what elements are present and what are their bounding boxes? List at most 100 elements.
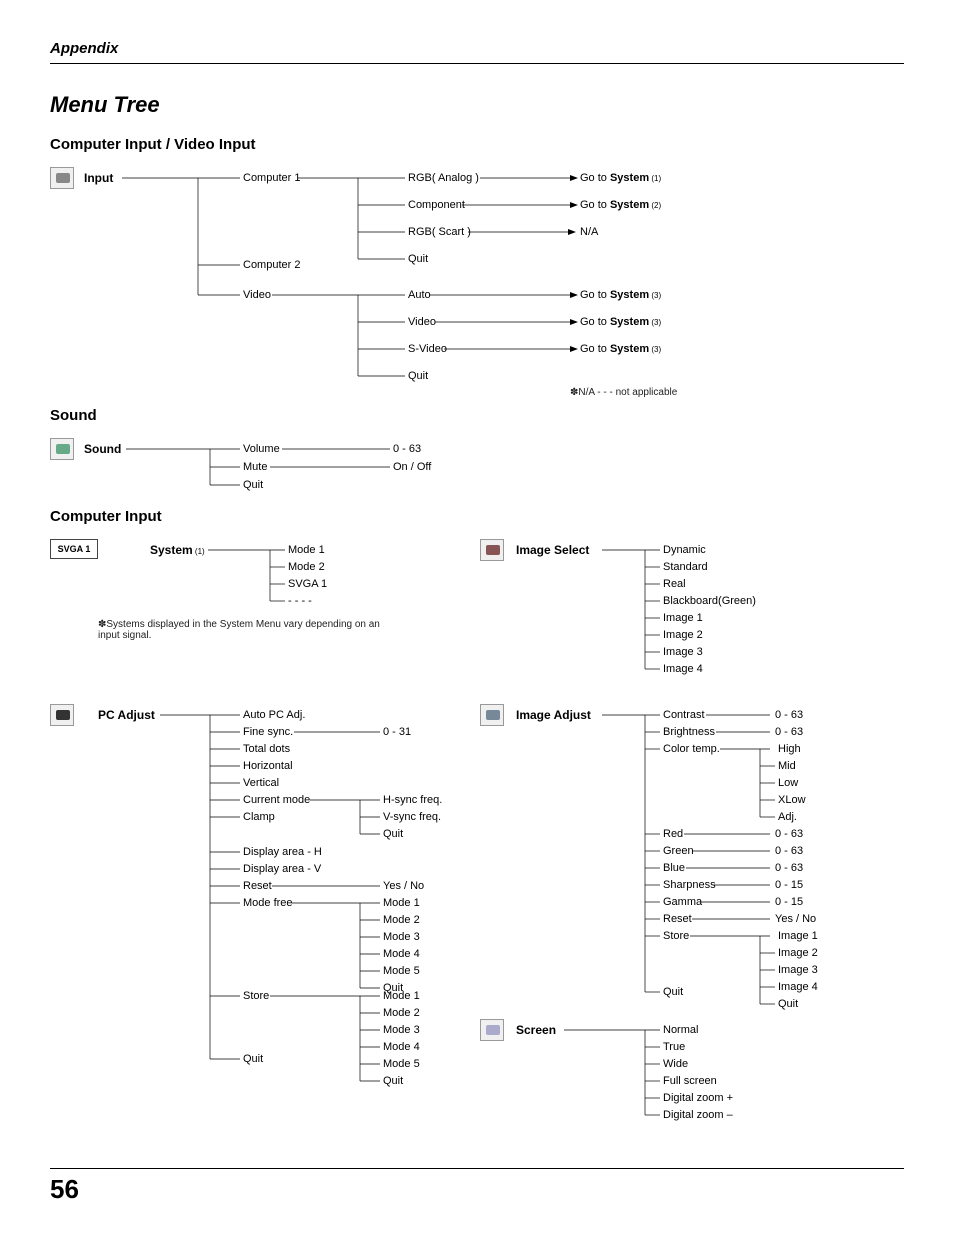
st-m4: Mode 4: [383, 1041, 420, 1053]
sc-true: True: [663, 1041, 685, 1053]
c1: Computer 1: [243, 172, 300, 184]
sound-root: Sound: [84, 442, 121, 456]
pa-horiz: Horizontal: [243, 760, 293, 772]
ia-red: Red: [663, 828, 683, 840]
image-adjust-icon: [480, 704, 504, 726]
header: Appendix: [50, 40, 904, 64]
input-root: Input: [84, 171, 113, 185]
ia-ctemp: Color temp.: [663, 743, 720, 755]
reset-v: Yes / No: [775, 913, 816, 925]
st-m1: Mode 1: [383, 990, 420, 1002]
ia-green: Green: [663, 845, 694, 857]
pa-auto: Auto PC Adj.: [243, 709, 305, 721]
is-std: Standard: [663, 561, 708, 573]
c2: Computer 2: [243, 259, 300, 271]
pa-fine: Fine sync.: [243, 726, 293, 738]
system-root: System (1): [150, 543, 205, 557]
mute-v: On / Off: [393, 461, 431, 473]
page-title: Menu Tree: [50, 92, 904, 118]
pa-reset: Reset: [243, 880, 272, 892]
gamma-v: 0 - 15: [775, 896, 803, 908]
st-m2: Mode 2: [383, 1007, 420, 1019]
pa-fine-v: 0 - 31: [383, 726, 411, 738]
section2-heading: Sound: [50, 407, 904, 424]
pc-adjust-icon: [50, 704, 74, 726]
pa-dav: Display area - V: [243, 863, 321, 875]
ia-quit: Quit: [663, 986, 683, 998]
st-m5: Mode 5: [383, 1058, 420, 1070]
blue-v: 0 - 63: [775, 862, 803, 874]
pa-curr-h: H-sync freq.: [383, 794, 442, 806]
ct-xlow: XLow: [778, 794, 806, 806]
green-v: 0 - 63: [775, 845, 803, 857]
section1-heading: Computer Input / Video Input: [50, 136, 904, 153]
vol-v: 0 - 63: [393, 443, 421, 455]
goto-sys3b: Go to System (3): [580, 316, 661, 328]
goto-sys2: Go to System (2): [580, 199, 661, 211]
pa-reset-v: Yes / No: [383, 880, 424, 892]
mf-m1: Mode 1: [383, 897, 420, 909]
pa-total: Total dots: [243, 743, 290, 755]
quit1: Quit: [408, 253, 428, 265]
image-adjust-root: Image Adjust: [516, 708, 591, 722]
sharp-v: 0 - 15: [775, 879, 803, 891]
st-i4: Image 4: [778, 981, 818, 993]
sc-dzp: Digital zoom +: [663, 1092, 733, 1104]
is-bb: Blackboard(Green): [663, 595, 756, 607]
rgb-a: RGB( Analog ): [408, 172, 479, 184]
input-icon: [50, 167, 74, 189]
computer-input-tree: SVGA 1 System (1) Mode 1 Mode 2 SVGA 1 -…: [50, 539, 904, 1139]
image-select-icon: [480, 539, 504, 561]
quit2: Quit: [408, 370, 428, 382]
ia-bright-v: 0 - 63: [775, 726, 803, 738]
comp: Component: [408, 199, 465, 211]
svideo: S-Video: [408, 343, 447, 355]
mute: Mute: [243, 461, 267, 473]
is-real: Real: [663, 578, 686, 590]
st-qi: Quit: [778, 998, 798, 1010]
footer-rule: [50, 1168, 904, 1169]
sc-wide: Wide: [663, 1058, 688, 1070]
pa-curr-q: Quit: [383, 828, 403, 840]
vol: Volume: [243, 443, 280, 455]
na: N/A: [580, 226, 598, 238]
goto-sys1: Go to System (1): [580, 172, 661, 184]
st-i3: Image 3: [778, 964, 818, 976]
is-i1: Image 1: [663, 612, 703, 624]
ia-contrast: Contrast: [663, 709, 705, 721]
section3-heading: Computer Input: [50, 508, 904, 525]
red-v: 0 - 63: [775, 828, 803, 840]
ia-contrast-v: 0 - 63: [775, 709, 803, 721]
vid: Video: [243, 289, 271, 301]
appendix-label: Appendix: [50, 40, 904, 57]
rgb-s: RGB( Scart ): [408, 226, 471, 238]
pa-quit: Quit: [243, 1053, 263, 1065]
mf-m5: Mode 5: [383, 965, 420, 977]
image-select-root: Image Select: [516, 543, 589, 557]
ia-sharp: Sharpness: [663, 879, 716, 891]
svga-badge: SVGA 1: [50, 539, 98, 559]
input-tree: Input: [50, 167, 904, 407]
video2: Video: [408, 316, 436, 328]
is-i4: Image 4: [663, 663, 703, 675]
pa-curr: Current mode: [243, 794, 310, 806]
st-i1: Image 1: [778, 930, 818, 942]
ia-blue: Blue: [663, 862, 685, 874]
goto-sys3a: Go to System (3): [580, 289, 661, 301]
st-i2: Image 2: [778, 947, 818, 959]
is-i2: Image 2: [663, 629, 703, 641]
ct-mid: Mid: [778, 760, 796, 772]
mf-m4: Mode 4: [383, 948, 420, 960]
ia-store: Store: [663, 930, 689, 942]
ia-reset: Reset: [663, 913, 692, 925]
pa-clamp: Clamp: [243, 811, 275, 823]
st-m3: Mode 3: [383, 1024, 420, 1036]
quit-s: Quit: [243, 479, 263, 491]
ct-adj: Adj.: [778, 811, 797, 823]
page-number: 56: [50, 1174, 79, 1205]
pa-mfree: Mode free: [243, 897, 293, 909]
sc-normal: Normal: [663, 1024, 698, 1036]
is-i3: Image 3: [663, 646, 703, 658]
na-footnote: ✽N/A - - - not applicable: [570, 387, 677, 398]
sys-svga: SVGA 1: [288, 578, 327, 590]
